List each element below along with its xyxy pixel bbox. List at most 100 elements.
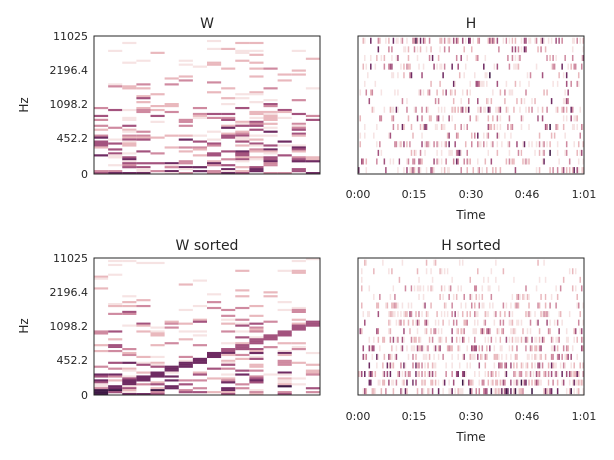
heatmap-cell: [410, 123, 413, 131]
heatmap-cell: [543, 311, 545, 318]
heatmap-cell: [122, 160, 137, 163]
heatmap-cell: [376, 328, 378, 335]
heatmap-cell: [477, 132, 479, 139]
heatmap-cell: [401, 37, 404, 44]
heatmap-cell: [412, 379, 414, 386]
heatmap-cell: [449, 388, 452, 395]
heatmap-cell: [391, 46, 393, 53]
heatmap-cell: [549, 379, 551, 386]
heatmap-cell: [249, 144, 264, 147]
heatmap-cell: [528, 141, 530, 148]
heatmap-cell: [469, 106, 471, 113]
heatmap-cell: [94, 393, 109, 396]
heatmap-cell: [388, 37, 390, 44]
heatmap-cell: [388, 106, 390, 113]
heatmap-cell: [490, 141, 493, 148]
heatmap-cell: [164, 83, 179, 86]
heatmap-cell: [221, 103, 236, 106]
ylabel-w-sorted: Hz: [17, 318, 31, 333]
heatmap-cell: [122, 128, 137, 131]
heatmap-cell: [496, 149, 499, 156]
heatmap-cell: [277, 301, 292, 304]
heatmap-cell: [478, 37, 481, 44]
heatmap-cell: [511, 158, 514, 165]
heatmap-cell: [498, 353, 500, 360]
heatmap-cell: [108, 312, 123, 315]
heatmap-cell: [568, 268, 571, 275]
heatmap-cell: [403, 123, 405, 131]
heatmap-cell: [471, 345, 473, 352]
heatmap-cell: [305, 320, 321, 323]
heatmap-cell: [150, 334, 165, 337]
heatmap-cell: [431, 379, 434, 386]
heatmap-cell: [458, 72, 461, 79]
heatmap-cell: [510, 123, 512, 131]
heatmap-cell: [436, 353, 438, 360]
heatmap-cell: [221, 377, 236, 380]
heatmap-cell: [418, 345, 420, 352]
heatmap-cell: [192, 279, 208, 282]
heatmap-cell: [136, 150, 151, 153]
heatmap-cell: [455, 54, 458, 62]
heatmap-cell: [505, 37, 508, 44]
heatmap-cell: [235, 41, 250, 45]
heatmap-cell: [383, 158, 386, 165]
heatmap-cell: [412, 132, 414, 139]
heatmap-cell: [412, 362, 414, 369]
heatmap-cell: [430, 328, 432, 335]
heatmap-cell: [122, 156, 137, 159]
heatmap-cell: [528, 353, 530, 360]
heatmap-cell: [517, 149, 520, 156]
heatmap-cell: [428, 345, 431, 352]
heatmap-cell: [400, 379, 402, 386]
heatmap-cell: [431, 362, 434, 369]
heatmap-cell: [562, 72, 565, 79]
heatmap-cell: [502, 37, 505, 44]
heatmap-cell: [443, 362, 446, 369]
heatmap-cell: [277, 381, 292, 384]
heatmap-cell: [388, 362, 390, 369]
heatmap-cell: [395, 311, 398, 318]
heatmap-cell: [508, 149, 511, 156]
heatmap-cell: [277, 383, 292, 386]
heatmap-cell: [394, 311, 396, 318]
heatmap-cell: [540, 311, 542, 318]
heatmap-cell: [493, 388, 496, 395]
heatmap-cell: [564, 149, 566, 156]
heatmap-cell: [406, 276, 408, 283]
heatmap-cell: [416, 167, 419, 174]
heatmap-cell: [487, 328, 490, 335]
heatmap-cell: [461, 89, 464, 96]
heatmap-cell: [514, 362, 517, 369]
heatmap-cell: [452, 37, 455, 44]
heatmap-cell: [579, 388, 581, 395]
heatmap-cell: [150, 136, 165, 139]
heatmap-cell: [538, 115, 541, 122]
heatmap-cell: [499, 319, 502, 326]
heatmap-cell: [418, 276, 420, 283]
heatmap-cell: [568, 158, 571, 165]
heatmap-cell: [291, 168, 306, 171]
heatmap-cell: [122, 381, 137, 384]
heatmap-cell: [412, 319, 414, 326]
heatmap-cell: [508, 141, 511, 148]
heatmap-cell: [550, 37, 553, 44]
heatmap-cell: [389, 311, 392, 318]
heatmap-cell: [460, 54, 462, 62]
heatmap-cell: [454, 388, 456, 395]
heatmap-cell: [368, 328, 371, 335]
heatmap-cell: [567, 336, 569, 343]
heatmap-cell: [576, 353, 578, 360]
heatmap-cell: [565, 328, 568, 335]
heatmap-cell: [178, 361, 193, 364]
heatmap-cell: [480, 80, 482, 87]
heatmap-cell: [235, 318, 250, 321]
heatmap-cell: [576, 80, 578, 87]
heatmap-cell: [398, 276, 401, 283]
heatmap-cell: [249, 116, 264, 119]
heatmap-cell: [547, 388, 550, 395]
heatmap-cell: [427, 285, 429, 292]
heatmap-cell: [122, 367, 137, 370]
heatmap-cell: [94, 381, 109, 384]
heatmap-cell: [291, 308, 306, 312]
